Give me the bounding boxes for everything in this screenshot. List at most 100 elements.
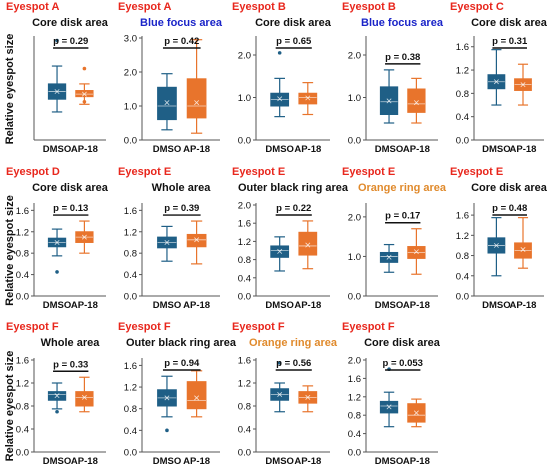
- dmso-mean-marker: [493, 242, 499, 248]
- x-tick-label: AP-18: [403, 300, 430, 311]
- y-tick-label: 0.0: [16, 292, 29, 303]
- ap18-mean-marker: [81, 234, 87, 240]
- y-tick-label: 0.8: [238, 255, 251, 266]
- panel-eyespot-title: Eyespot E: [450, 166, 503, 178]
- panel-2: Eyespot A Blue focus area 0.0 1.0 2.0 3.0 DMSO…: [118, 1, 223, 155]
- y-tick-label: 1.0: [124, 102, 137, 113]
- y-tick-label: 0.4: [348, 429, 361, 440]
- p-value-label: p = 0.29: [53, 36, 88, 47]
- dmso-mean-marker: [386, 254, 392, 260]
- p-value-label: p = 0.94: [164, 358, 200, 369]
- y-tick-label: 0.8: [16, 249, 29, 260]
- dmso-mean-marker: [493, 79, 499, 85]
- y-axis-label: Relative eyespot size: [4, 34, 16, 145]
- y-tick-label: 0.0: [238, 448, 251, 459]
- x-tick-label: DMSO: [265, 144, 294, 155]
- panel-11: Eyespot F Whole area 0.0 0.4 0.8 1.2 1.6 DMSO AP…: [6, 321, 106, 467]
- y-tick-label: 1.6: [348, 374, 361, 385]
- y-tick-label: 2.0: [348, 212, 361, 223]
- panel-area-title: Whole area: [152, 182, 212, 194]
- y-tick-label: 0.8: [16, 402, 29, 413]
- y-tick-label: 1.6: [456, 211, 469, 222]
- y-tick-label: 3.0: [124, 34, 137, 45]
- y-tick-label: 0.8: [348, 411, 361, 422]
- x-tick-label: AP-18: [294, 300, 321, 311]
- panel-area-title: Whole area: [41, 337, 101, 349]
- ap18-mean-marker: [194, 237, 200, 243]
- dmso-mean-marker: [164, 395, 170, 401]
- y-tick-label: 0.4: [238, 425, 251, 436]
- dmso-mean-marker: [54, 393, 60, 399]
- x-tick-label: DMSO: [265, 456, 294, 465]
- x-tick-label: AP-18: [510, 300, 537, 311]
- y-tick-label: 0.4: [124, 426, 137, 437]
- p-value-label: p = 0.38: [385, 52, 420, 63]
- panel-area-title: Blue focus area: [140, 17, 223, 29]
- panel-eyespot-title: Eyespot F: [6, 321, 59, 333]
- panel-area-title: Core disk area: [255, 17, 332, 29]
- ap18-box: [186, 233, 207, 248]
- x-tick-label: AP-18: [294, 456, 321, 465]
- panel-10: Eyespot E Core disk area 0.0 0.4 0.8 1.2 1.6 DM…: [450, 166, 548, 311]
- dmso-outlier: [165, 428, 169, 433]
- ap18-mean-marker: [81, 91, 87, 97]
- y-tick-label: 0.8: [124, 404, 137, 415]
- x-tick-label: DMSO: [153, 456, 182, 465]
- y-tick-label: 0.0: [124, 292, 137, 303]
- y-tick-label: 1.2: [238, 237, 251, 248]
- y-tick-label: 2.0: [124, 68, 137, 79]
- panel-area-title: Core disk area: [32, 182, 109, 194]
- panel-eyespot-title: Eyespot F: [118, 321, 171, 333]
- dmso-outlier: [55, 409, 59, 414]
- panel-6: Eyespot D Core disk area 0.0 0.4 0.8 1.2 1.6 DM…: [6, 166, 109, 311]
- y-tick-label: 0.0: [348, 448, 361, 459]
- dmso-mean-marker: [164, 239, 170, 245]
- y-tick-label: 1.2: [16, 227, 29, 238]
- panel-eyespot-title: Eyespot A: [118, 1, 171, 13]
- x-tick-label: AP-18: [403, 456, 430, 465]
- panel-area-title: Core disk area: [471, 182, 548, 194]
- y-tick-label: 0.8: [456, 89, 469, 100]
- ap18-mean-marker: [413, 410, 419, 416]
- p-value-label: p = 0.17: [385, 211, 420, 222]
- panel-9: Eyespot E Orange ring area 0.0 1.0 2.0 DMSO AP…: [342, 166, 447, 311]
- y-tick-label: 1.6: [16, 356, 29, 367]
- x-tick-label: DMSO: [43, 144, 72, 155]
- p-value-label: p = 0.13: [53, 203, 88, 214]
- y-axis-label: Relative eyespot size: [4, 195, 16, 306]
- y-tick-label: 0.8: [124, 249, 137, 260]
- y-tick-label: 1.2: [456, 66, 469, 77]
- panel-eyespot-title: Eyespot E: [118, 166, 171, 178]
- y-tick-label: 0.0: [456, 136, 469, 147]
- y-tick-label: 0.0: [456, 292, 469, 303]
- p-value-label: p = 0.22: [276, 203, 311, 214]
- y-tick-label: 1.2: [456, 231, 469, 242]
- x-tick-label: DMSO: [265, 300, 294, 311]
- y-tick-label: 0.4: [16, 425, 29, 436]
- dmso-mean-marker: [54, 239, 60, 245]
- y-tick-label: 1.6: [238, 356, 251, 367]
- ap18-mean-marker: [194, 100, 200, 106]
- dmso-mean-marker: [277, 248, 283, 254]
- y-tick-label: 0.0: [124, 136, 137, 147]
- ap18-outlier: [82, 66, 87, 71]
- ap18-box: [75, 391, 94, 407]
- y-tick-label: 0.4: [238, 273, 251, 284]
- y-tick-label: 1.6: [238, 219, 251, 230]
- dmso-mean-marker: [54, 89, 60, 95]
- y-tick-label: 0.0: [124, 448, 137, 459]
- dmso-box: [157, 86, 177, 121]
- y-tick-label: 0.4: [456, 271, 469, 282]
- y-tick-label: 0.8: [238, 402, 251, 413]
- x-tick-label: DMSO: [482, 144, 511, 155]
- y-tick-label: 1.6: [124, 206, 137, 217]
- y-tick-label: 0.0: [238, 292, 251, 303]
- y-tick-label: 2.0: [238, 201, 251, 212]
- panel-7: Eyespot E Whole area 0.0 0.4 0.8 1.2 1.6 DMSO AP…: [118, 166, 220, 311]
- p-value-label: p = 0.65: [276, 36, 312, 47]
- panel-area-title: Core disk area: [32, 17, 109, 29]
- x-tick-label: AP-18: [510, 144, 537, 155]
- ap18-outlier: [82, 99, 87, 104]
